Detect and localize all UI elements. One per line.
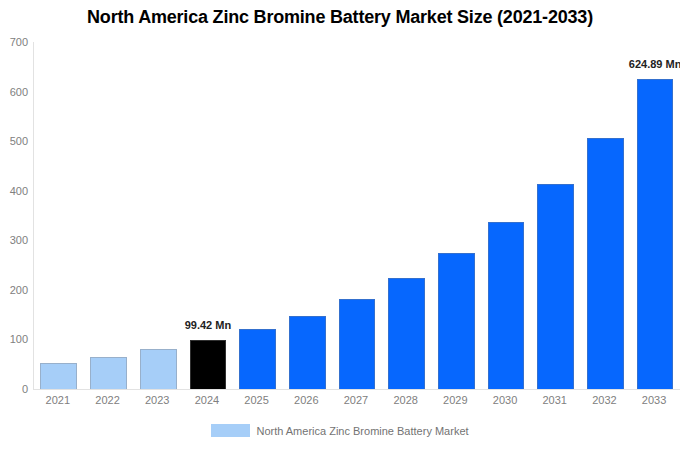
y-tick-label-500: 500 bbox=[10, 135, 28, 147]
bar-2033 bbox=[637, 79, 674, 389]
bar-2023 bbox=[140, 349, 177, 389]
y-tick-label-0: 0 bbox=[22, 383, 28, 395]
bar-2022 bbox=[90, 357, 127, 389]
bar-value-label-2033: 624.89 Mn bbox=[629, 58, 680, 70]
bar-2031 bbox=[537, 184, 574, 389]
x-tick-label-2026: 2026 bbox=[281, 394, 331, 406]
bar-col-2022 bbox=[84, 42, 134, 389]
legend-swatch-icon bbox=[211, 424, 250, 437]
x-tick-label-2032: 2032 bbox=[580, 394, 630, 406]
bar-col-2026 bbox=[282, 42, 332, 389]
bar-2024 bbox=[190, 340, 227, 389]
bar-2032 bbox=[587, 138, 624, 389]
x-tick-label-2027: 2027 bbox=[331, 394, 381, 406]
bar-2030 bbox=[488, 222, 525, 389]
x-tick-label-2025: 2025 bbox=[232, 394, 282, 406]
x-tick-label-2022: 2022 bbox=[83, 394, 133, 406]
legend-item[interactable]: North America Zinc Bromine Battery Marke… bbox=[0, 424, 680, 437]
x-tick-label-2028: 2028 bbox=[381, 394, 431, 406]
bar-col-2023 bbox=[133, 42, 183, 389]
plot-area: 99.42 Mn 624.89 Mn bbox=[33, 42, 680, 390]
chart-title: North America Zinc Bromine Battery Marke… bbox=[0, 7, 680, 28]
x-tick-label-2029: 2029 bbox=[431, 394, 481, 406]
bars-group: 99.42 Mn 624.89 Mn bbox=[34, 42, 680, 389]
bar-2029 bbox=[438, 253, 475, 389]
bar-col-2030 bbox=[481, 42, 531, 389]
chart-container: North America Zinc Bromine Battery Marke… bbox=[0, 0, 680, 450]
bar-2025 bbox=[239, 329, 276, 389]
bar-2026 bbox=[289, 316, 326, 389]
y-tick-label-200: 200 bbox=[10, 284, 28, 296]
y-tick-label-600: 600 bbox=[10, 86, 28, 98]
bar-col-2032 bbox=[581, 42, 631, 389]
y-tick-label-400: 400 bbox=[10, 185, 28, 197]
bar-col-2028 bbox=[382, 42, 432, 389]
y-tick-label-700: 700 bbox=[10, 36, 28, 48]
y-tick-label-100: 100 bbox=[10, 333, 28, 345]
x-tick-label-2030: 2030 bbox=[480, 394, 530, 406]
bar-value-label-2024: 99.42 Mn bbox=[185, 319, 231, 331]
bar-col-2033: 624.89 Mn bbox=[630, 42, 680, 389]
bar-col-2024: 99.42 Mn bbox=[183, 42, 233, 389]
x-axis: 2021202220232024202520262027202820292030… bbox=[33, 394, 679, 406]
x-tick-label-2023: 2023 bbox=[132, 394, 182, 406]
x-tick-label-2021: 2021 bbox=[33, 394, 83, 406]
bar-col-2027 bbox=[332, 42, 382, 389]
bar-2028 bbox=[388, 278, 425, 389]
bar-col-2029 bbox=[432, 42, 482, 389]
bar-col-2021 bbox=[34, 42, 84, 389]
x-tick-label-2031: 2031 bbox=[530, 394, 580, 406]
y-tick-label-300: 300 bbox=[10, 234, 28, 246]
bar-col-2031 bbox=[531, 42, 581, 389]
x-tick-label-2033: 2033 bbox=[629, 394, 679, 406]
legend-label: North America Zinc Bromine Battery Marke… bbox=[256, 425, 468, 437]
x-tick-label-2024: 2024 bbox=[182, 394, 232, 406]
bar-2027 bbox=[339, 299, 376, 389]
y-axis: 0100200300400500600700 bbox=[0, 42, 30, 389]
bar-2021 bbox=[40, 363, 77, 389]
bar-col-2025 bbox=[233, 42, 283, 389]
